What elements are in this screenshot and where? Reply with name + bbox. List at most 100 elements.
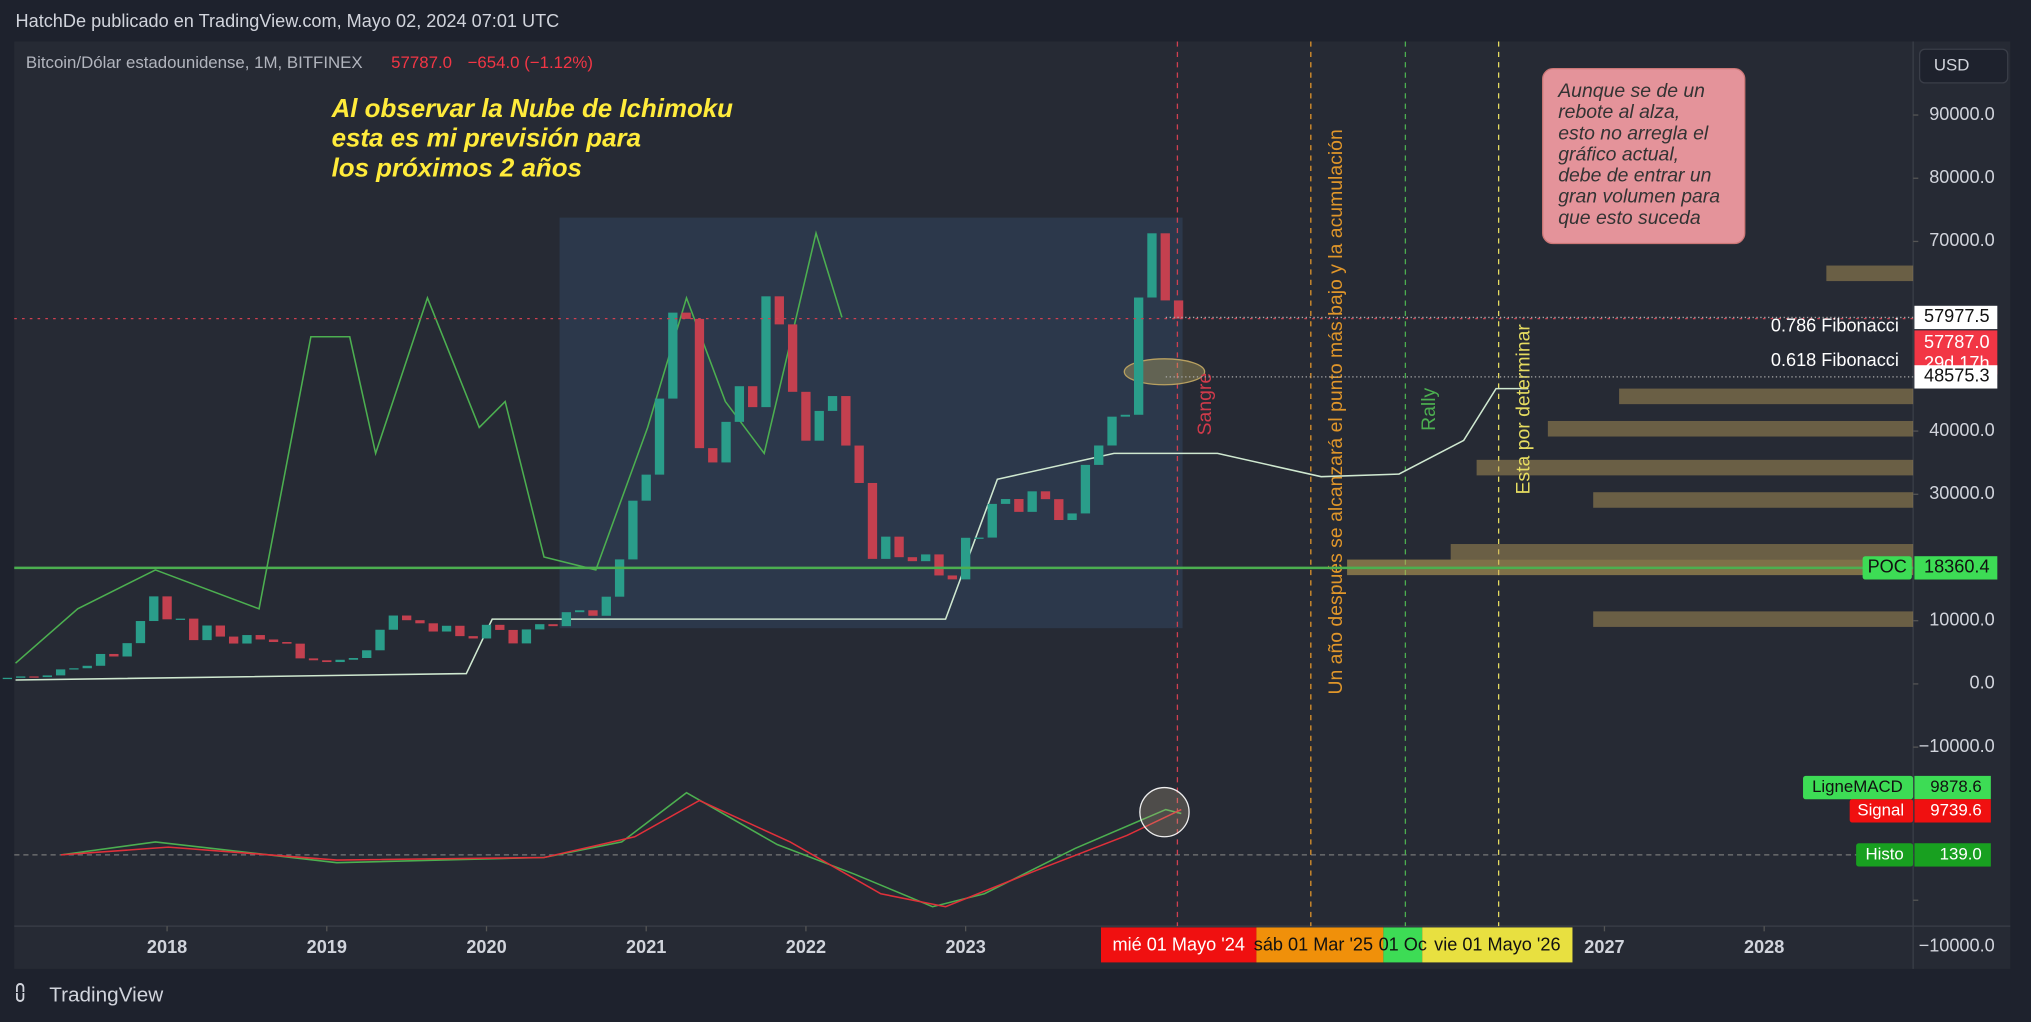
note-line: debe de entrar un [1558,165,1711,187]
candle [415,620,425,624]
candle [521,629,532,644]
annotation-line: los próximos 2 años [332,155,582,183]
candle [721,421,731,463]
candle [1000,499,1011,504]
candle [322,660,332,663]
fib-value: 48575.3 [1924,366,1990,386]
time-tick-label: 2027 [1584,937,1624,957]
price-tick-label: 10000.0 [1929,610,1995,630]
candle [189,618,199,641]
price-tick-label: −10000.0 [1919,736,1995,756]
candle [601,596,611,616]
poc-value: 18360.4 [1924,557,1990,577]
fib-name: 0.618 Fibonacci [1771,350,1899,370]
profile-row [1450,544,1914,560]
date-tag [1256,927,1384,963]
candle [814,410,824,441]
candle [947,575,957,580]
symbol: Bitcoin/Dólar estadounidense, 1M, BITFIN… [26,53,363,72]
poc-name-tag [1862,556,1912,580]
footer-brand: TradingView [49,984,164,1007]
candle [774,296,784,325]
vertical-note: Sangre [1194,373,1216,436]
candle [375,629,385,651]
candle [974,537,984,539]
date-tag [1100,927,1257,963]
candle [748,386,758,408]
candle [827,396,838,411]
annotation-line: Al observar la Nube de Ichimoku [331,95,734,123]
date-label: mié 01 Mayo '24 [1112,934,1244,954]
candle [175,618,186,620]
candle [362,650,372,659]
candle [55,669,66,676]
candle [149,596,159,622]
date-label: vie 01 Mayo '26 [1434,934,1560,954]
price-tick-label: 30000.0 [1929,483,1995,503]
time-tick-label: 2028 [1744,937,1784,957]
candle [109,653,119,657]
candle [335,659,345,663]
candle [1027,491,1037,512]
candle [761,296,771,408]
date-labels: mié 01 Mayo '24 sáb 01 Mar '25 01 Oc vie… [1100,927,1573,963]
date-label: 01 Oc [1379,934,1427,954]
candle [95,653,106,666]
date-tag [1422,927,1573,963]
note-line: gran volumen para [1558,186,1720,208]
header-title: HatchDe publicado en TradingView.com, Ma… [16,11,560,31]
candle [708,448,718,463]
profile-row [1619,388,1914,405]
candle [16,676,26,678]
time-tick-label: 2018 [147,937,187,957]
time-tick-label: 2019 [307,937,347,957]
candle [1160,233,1170,301]
profile-row [1476,459,1914,476]
currency-button[interactable] [1918,48,2009,84]
macd-name-tag [1803,775,1914,800]
candle [428,623,438,632]
note-line: esto no arregla el [1558,122,1709,144]
last-value: 57787.0 [1924,332,1990,352]
candle [122,643,132,657]
candle [135,621,146,644]
candle [508,629,518,644]
candle [641,474,651,501]
histo-value: 139.0 [1940,844,1982,863]
candle [854,445,864,483]
candle [1080,464,1091,514]
candle [2,677,13,680]
candle [1040,491,1051,500]
candle [1014,499,1024,512]
note-box [1542,68,1746,245]
currency[interactable]: USD [1934,56,1970,75]
fib-tag [1914,305,1998,330]
vertical-note: Rally [1418,387,1440,430]
candle [1054,499,1064,521]
candle [348,658,359,660]
candle [841,396,851,446]
macd-line [60,791,1182,908]
macd-tick-label: −10000.0 [1919,936,1995,956]
histo-name-tag [1856,843,1914,867]
histo-name: Histo [1865,844,1903,863]
highlight-circle [1139,786,1190,838]
macd-name: LigneMACD [1812,777,1903,796]
candle [561,612,572,627]
candle [255,635,265,640]
candle [455,625,465,637]
price-tick-label: 80000.0 [1929,167,1995,187]
profile-row [1593,492,1914,508]
candle [82,665,92,669]
candle [548,624,558,627]
candle [295,643,305,659]
note-line: gráfico actual, [1558,143,1679,165]
candle [734,386,745,422]
annotation: Al observar la Nube de Ichimoku esta es … [331,95,734,183]
signal-value-tag [1914,799,1991,823]
candle [960,537,971,580]
footer-logo: ⩇ [16,982,26,1005]
vertical-note: Esta por determinar [1513,324,1535,495]
poc-tag [1914,556,1998,580]
signal-name-tag [1849,799,1914,823]
